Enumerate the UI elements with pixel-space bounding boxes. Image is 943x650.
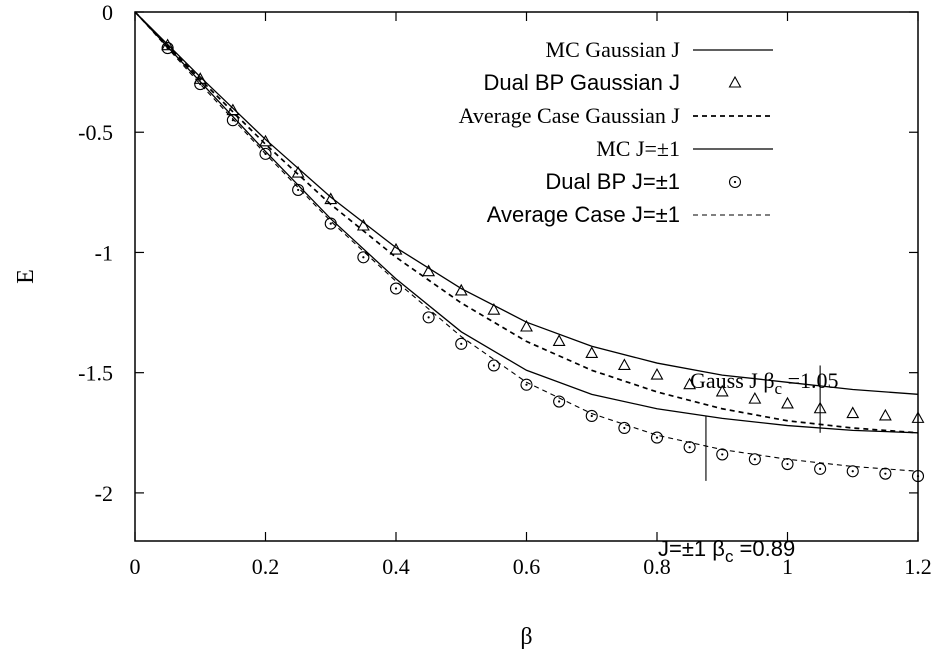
- x-tick-label: 0: [130, 554, 141, 579]
- legend-label: Dual BP Gaussian J: [484, 70, 680, 95]
- series-4-point: [553, 395, 566, 408]
- annotations: Gauss J βc =1.05 J=±1 βc =0.89: [658, 365, 839, 566]
- series-4-point: [357, 251, 370, 264]
- series-4-point: [422, 311, 435, 324]
- x-tick-label: 0.2: [252, 554, 280, 579]
- series-4-point: [389, 282, 403, 295]
- series-1-point: [878, 408, 892, 421]
- ticks-layer: 0 0.2 0.4 0.6 0.8 1 1.2 0 -0.5 -1 -1.5 -2: [78, 0, 932, 579]
- legend-label: Average Case J=±1: [487, 202, 680, 227]
- x-tick-label: 0.8: [643, 554, 671, 579]
- series-4-point: [879, 467, 892, 480]
- series-1-point: [748, 391, 762, 404]
- y-tick-label: -0.5: [78, 120, 113, 145]
- series-4-point: [846, 465, 859, 478]
- x-tick-label: 0.4: [382, 554, 410, 579]
- legend-label: Dual BP J=±1: [545, 169, 680, 194]
- x-tick-label: 1: [782, 554, 793, 579]
- series-1-point: [781, 396, 794, 409]
- legend-marker: [728, 75, 742, 88]
- series-4-point: [520, 378, 533, 391]
- legend-label: MC J=±1: [596, 136, 680, 161]
- legend-label: Average Case Gaussian J: [459, 103, 681, 128]
- y-tick-label: -1.5: [78, 361, 113, 386]
- series-2-line: [134, 11, 919, 434]
- series-1-markers: [161, 38, 925, 423]
- y-axis-label: E: [13, 269, 39, 284]
- series-1-point: [389, 242, 403, 255]
- series-1-point: [520, 319, 533, 332]
- series-4-point: [618, 421, 631, 435]
- series-1-point: [422, 264, 436, 277]
- y-tick-label: -1: [95, 240, 113, 265]
- series-1-point: [650, 367, 664, 380]
- series-1-point: [487, 303, 501, 315]
- series-4-point: [585, 409, 598, 423]
- series-4-point: [292, 183, 305, 196]
- series-0-line: [134, 11, 919, 395]
- series-1-point: [552, 334, 566, 346]
- series-4-point: [748, 453, 761, 466]
- series-1-point: [454, 283, 468, 296]
- legend-label: MC Gaussian J: [546, 37, 681, 62]
- legend-marker: [728, 175, 742, 189]
- critical-beta-label: J=±1 βc =0.89: [658, 536, 795, 566]
- series-4-point: [194, 78, 207, 91]
- y-tick-label: 0: [102, 0, 113, 25]
- series-1-point: [324, 192, 338, 205]
- series-3-line: [134, 11, 919, 434]
- series-4-point: [683, 441, 696, 454]
- legend: MC Gaussian J Dual BP Gaussian J Average C…: [459, 37, 773, 227]
- series-4-point: [455, 337, 468, 350]
- series-4-point: [324, 217, 337, 230]
- x-tick-label: 1.2: [904, 554, 932, 579]
- critical-beta-label: Gauss J βc =1.05: [690, 368, 839, 398]
- series-4-point: [716, 448, 729, 461]
- series-1-point: [585, 346, 599, 358]
- series-5-line: [134, 11, 919, 472]
- series-4-point: [814, 462, 827, 475]
- series-layer: [134, 11, 925, 483]
- series-4-point: [781, 458, 794, 471]
- series-1-point: [617, 358, 631, 371]
- x-axis-label: β: [520, 624, 532, 650]
- series-1-point: [715, 384, 729, 397]
- series-1-point: [683, 377, 697, 390]
- series-4-point: [487, 359, 500, 372]
- series-1-point: [846, 406, 860, 419]
- series-4-point: [650, 431, 664, 444]
- x-tick-label: 0.6: [513, 554, 541, 579]
- y-tick-label: -2: [95, 481, 113, 506]
